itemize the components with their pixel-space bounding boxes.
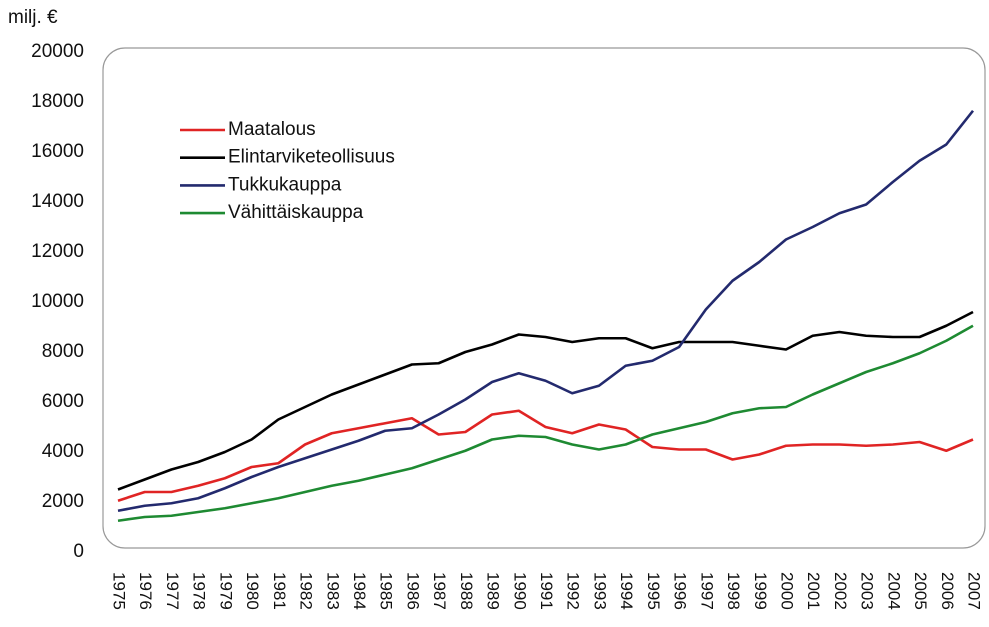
y-tick-label: 6000 (42, 391, 84, 412)
legend-label: Maatalous (228, 119, 316, 140)
x-tick-label: 2004 (884, 572, 903, 610)
series-line (117, 409, 974, 502)
x-tick-label: 1988 (457, 572, 476, 610)
x-tick-label: 1989 (484, 572, 503, 610)
x-tick-label: 1999 (751, 572, 770, 610)
y-tick-label: 10000 (31, 291, 84, 312)
x-tick-label: 1996 (671, 572, 690, 610)
x-tick-label: 1977 (163, 572, 182, 610)
y-tick-label: 4000 (42, 441, 84, 462)
x-tick-label: 1984 (350, 572, 369, 610)
x-tick-label: 1986 (403, 572, 422, 610)
series-line (117, 310, 974, 491)
x-tick-label: 1994 (617, 572, 636, 610)
x-tick-label: 1978 (190, 572, 209, 610)
x-tick-label: 1993 (590, 572, 609, 610)
x-tick-label: 1975 (110, 572, 129, 610)
x-tick-label: 1980 (243, 572, 262, 610)
x-tick-label: 2000 (777, 572, 796, 610)
x-tick-label: 1991 (537, 572, 556, 610)
x-tick-label: 2005 (911, 572, 930, 610)
x-tick-label: 1987 (430, 572, 449, 610)
y-tick-label: 2000 (42, 491, 84, 512)
y-tick-label: 12000 (31, 241, 84, 262)
y-tick-label: 8000 (42, 341, 84, 362)
legend-label: Tukkukauppa (228, 174, 342, 195)
y-tick-label: 18000 (31, 91, 84, 112)
x-tick-label: 1998 (724, 572, 743, 610)
x-tick-label: 2006 (938, 572, 957, 610)
y-tick-label: 20000 (31, 41, 84, 62)
x-tick-label: 2003 (858, 572, 877, 610)
x-tick-label: 1985 (377, 572, 396, 610)
x-tick-label: 1976 (136, 572, 155, 610)
x-tick-label: 1979 (216, 572, 235, 610)
x-tick-label: 2002 (831, 572, 850, 610)
x-tick-label: 1992 (564, 572, 583, 610)
x-tick-label: 2007 (965, 572, 984, 610)
series-line (117, 324, 974, 523)
y-axis-label: milj. € (8, 7, 58, 28)
y-tick-label: 0 (73, 541, 84, 562)
x-tick-label: 1981 (270, 572, 289, 610)
y-tick-label: 14000 (31, 191, 84, 212)
x-tick-label: 2001 (804, 572, 823, 610)
x-tick-label: 1990 (510, 572, 529, 610)
x-tick-label: 1982 (297, 572, 316, 610)
legend-label: Elintarviketeollisuus (228, 147, 395, 168)
legend-label: Vähittäiskauppa (228, 202, 364, 223)
series-line (117, 109, 975, 513)
x-tick-label: 1983 (323, 572, 342, 610)
x-tick-label: 1997 (697, 572, 716, 610)
plot-area (102, 47, 986, 549)
x-tick-label: 1995 (644, 572, 663, 610)
y-tick-label: 16000 (31, 141, 84, 162)
